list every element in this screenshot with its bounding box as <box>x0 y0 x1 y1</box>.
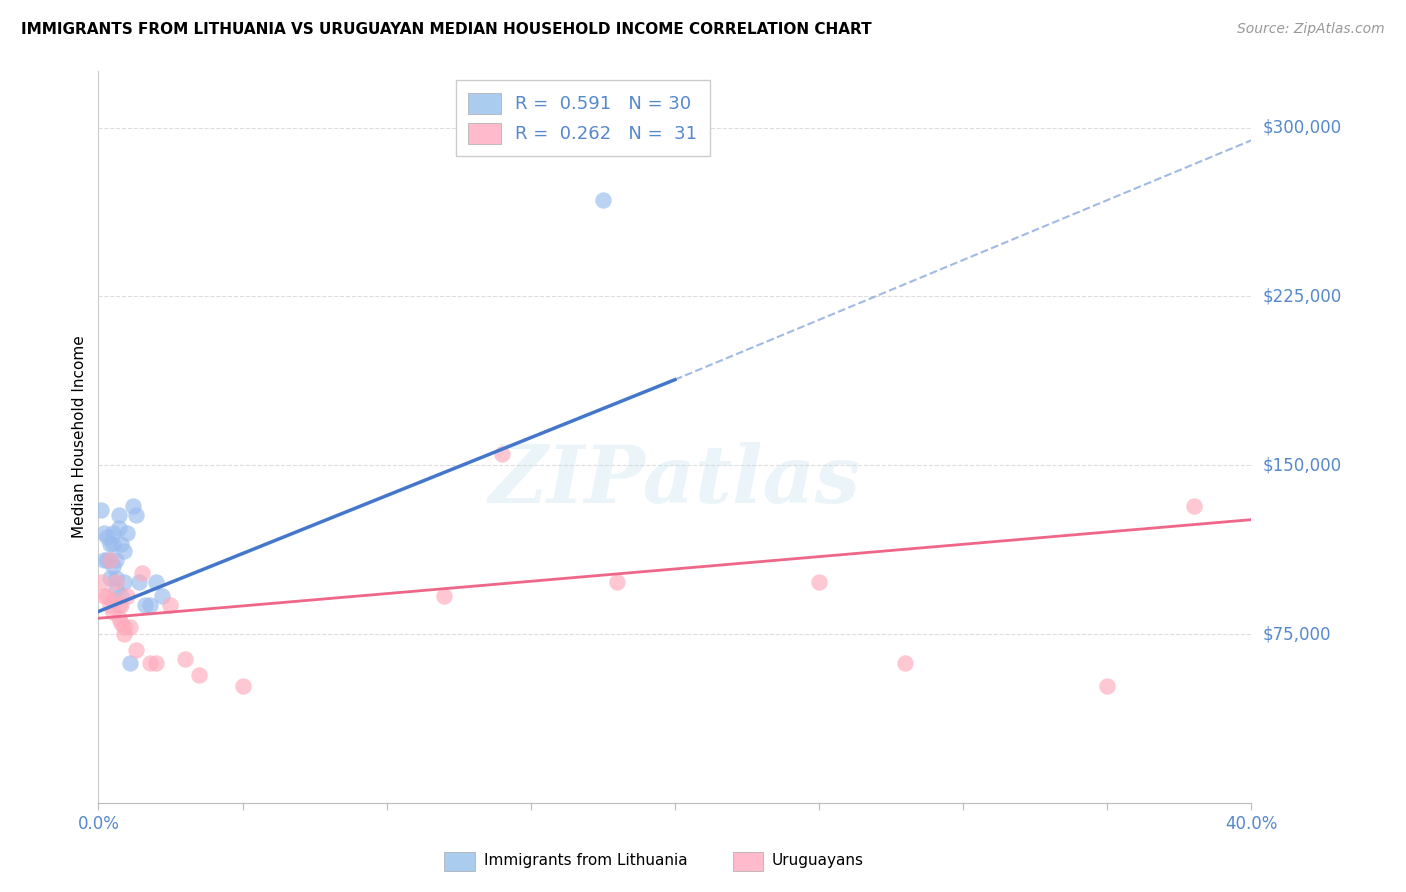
Point <box>139 598 162 612</box>
Text: $75,000: $75,000 <box>1263 625 1331 643</box>
Point <box>98 553 121 567</box>
Text: $150,000: $150,000 <box>1263 456 1341 475</box>
Point <box>128 575 150 590</box>
Point <box>93 525 115 540</box>
Point <box>101 559 124 574</box>
Point <box>107 598 129 612</box>
Text: Immigrants from Lithuania: Immigrants from Lithuania <box>484 854 688 868</box>
Text: IMMIGRANTS FROM LITHUANIA VS URUGUAYAN MEDIAN HOUSEHOLD INCOME CORRELATION CHART: IMMIGRANTS FROM LITHUANIA VS URUGUAYAN M… <box>21 22 872 37</box>
Text: ZIPatlas: ZIPatlas <box>489 442 860 520</box>
Point <box>98 553 121 567</box>
Text: Source: ZipAtlas.com: Source: ZipAtlas.com <box>1237 22 1385 37</box>
Y-axis label: Median Household Income: Median Household Income <box>72 335 87 539</box>
Point <box>98 598 121 612</box>
Point <box>150 589 173 603</box>
Point <box>101 537 124 551</box>
Point <box>96 589 118 603</box>
Point <box>90 575 112 590</box>
Point <box>107 508 129 522</box>
Point <box>188 667 211 681</box>
Point <box>96 530 118 544</box>
Point <box>807 575 830 590</box>
Point <box>104 575 127 590</box>
Point <box>112 543 135 558</box>
Point <box>101 593 124 607</box>
Legend: R =  0.591   N = 30, R =  0.262   N =  31: R = 0.591 N = 30, R = 0.262 N = 31 <box>456 80 710 156</box>
Point <box>96 553 118 567</box>
Point <box>104 553 127 567</box>
Point <box>125 508 148 522</box>
Point <box>117 589 138 603</box>
Point <box>131 566 153 581</box>
Point <box>112 627 135 641</box>
Point <box>1182 499 1205 513</box>
Point <box>433 589 456 603</box>
Point <box>110 537 132 551</box>
Point <box>1097 679 1119 693</box>
Point <box>592 193 614 207</box>
Point <box>117 525 138 540</box>
Point <box>93 589 115 603</box>
Point <box>120 620 142 634</box>
Point <box>120 657 142 671</box>
Point <box>101 605 124 619</box>
Point <box>894 657 917 671</box>
Point <box>139 657 162 671</box>
Point <box>98 537 121 551</box>
Point <box>110 615 132 630</box>
Point <box>107 521 129 535</box>
Point <box>125 642 148 657</box>
Point <box>104 582 127 596</box>
Point <box>93 553 115 567</box>
Point <box>104 571 127 585</box>
Point <box>112 620 135 634</box>
Point <box>231 679 254 693</box>
Point <box>101 525 124 540</box>
Point <box>145 657 167 671</box>
Text: $225,000: $225,000 <box>1263 287 1341 305</box>
Point <box>107 611 129 625</box>
Point <box>145 575 167 590</box>
Point <box>134 598 156 612</box>
Point <box>110 589 132 603</box>
Point <box>90 503 112 517</box>
Point <box>174 652 197 666</box>
Point <box>110 598 132 612</box>
Point <box>122 499 145 513</box>
Point <box>112 575 135 590</box>
Point <box>606 575 628 590</box>
Text: Uruguayans: Uruguayans <box>772 854 863 868</box>
Point <box>98 571 121 585</box>
Point <box>491 447 513 461</box>
Text: $300,000: $300,000 <box>1263 119 1341 136</box>
Point <box>159 598 181 612</box>
